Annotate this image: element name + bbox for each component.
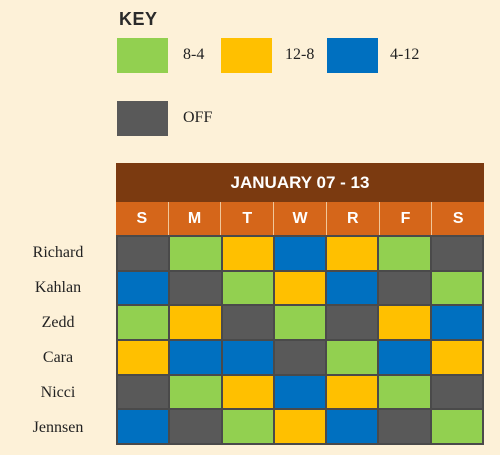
shift-cell <box>117 340 170 375</box>
shift-cell <box>273 409 327 444</box>
shift-cell <box>117 305 170 340</box>
shift-cell <box>430 236 483 271</box>
shift-cell <box>169 270 222 306</box>
employee-name: Nicci <box>40 383 76 401</box>
shift-cell <box>430 270 483 306</box>
swatch-off <box>117 101 168 136</box>
key-label-12-8: 12-8 <box>285 46 315 63</box>
shift-cell <box>169 340 222 375</box>
shift-cell <box>378 374 431 410</box>
shift-cell <box>169 409 222 444</box>
schedule-title: JANUARY 07 - 13 <box>116 163 484 202</box>
shift-cell <box>430 305 483 340</box>
key-label-off: OFF <box>183 109 213 126</box>
key-title: KEY <box>119 9 158 29</box>
shift-cell <box>378 409 431 444</box>
employee-name-column: Richard Kahlan Zedd Cara Nicci Jennsen <box>0 235 116 445</box>
day-header: W <box>274 202 327 235</box>
shift-cell <box>169 305 222 340</box>
shift-cell <box>378 340 431 375</box>
employee-name: Jennsen <box>32 418 84 436</box>
schedule-grid <box>116 235 484 445</box>
day-header: T <box>221 202 275 235</box>
shift-cell <box>430 374 483 410</box>
shift-cell <box>273 270 327 306</box>
shift-cell <box>326 374 379 410</box>
shift-cell <box>221 409 274 444</box>
shift-cell <box>273 374 327 410</box>
shift-cell <box>221 374 274 410</box>
shift-cell <box>326 340 379 375</box>
shift-cell <box>430 340 483 375</box>
shift-cell <box>221 236 274 271</box>
shift-cell <box>273 340 327 375</box>
shift-cell <box>378 236 431 271</box>
day-header: S <box>116 202 169 235</box>
shift-cell <box>117 374 170 410</box>
shift-cell <box>117 409 170 444</box>
employee-name: Cara <box>42 348 74 366</box>
shift-cell <box>326 236 379 271</box>
swatch-4-12 <box>327 38 378 73</box>
employee-name: Kahlan <box>34 278 82 296</box>
shift-cell <box>326 270 379 306</box>
shift-cell <box>273 305 327 340</box>
shift-cell <box>221 340 274 375</box>
shift-cell <box>221 270 274 306</box>
shift-cell <box>430 409 483 444</box>
shift-cell <box>273 236 327 271</box>
shift-cell <box>169 236 222 271</box>
shift-cell <box>326 409 379 444</box>
shift-cell <box>378 270 431 306</box>
day-header: R <box>326 202 380 235</box>
day-header: S <box>432 202 485 235</box>
shift-cell <box>117 236 170 271</box>
shift-cell <box>117 270 170 306</box>
key-label-4-12: 4-12 <box>390 46 420 63</box>
shift-cell <box>169 374 222 410</box>
key-label-8-4: 8-4 <box>183 46 205 63</box>
swatch-12-8 <box>221 38 272 73</box>
shift-cell <box>326 305 379 340</box>
swatch-8-4 <box>117 38 168 73</box>
shift-cell <box>378 305 431 340</box>
shift-cell <box>221 305 274 340</box>
employee-name: Zedd <box>41 313 75 331</box>
day-header: F <box>379 202 433 235</box>
day-header: M <box>168 202 222 235</box>
employee-name: Richard <box>32 243 84 261</box>
